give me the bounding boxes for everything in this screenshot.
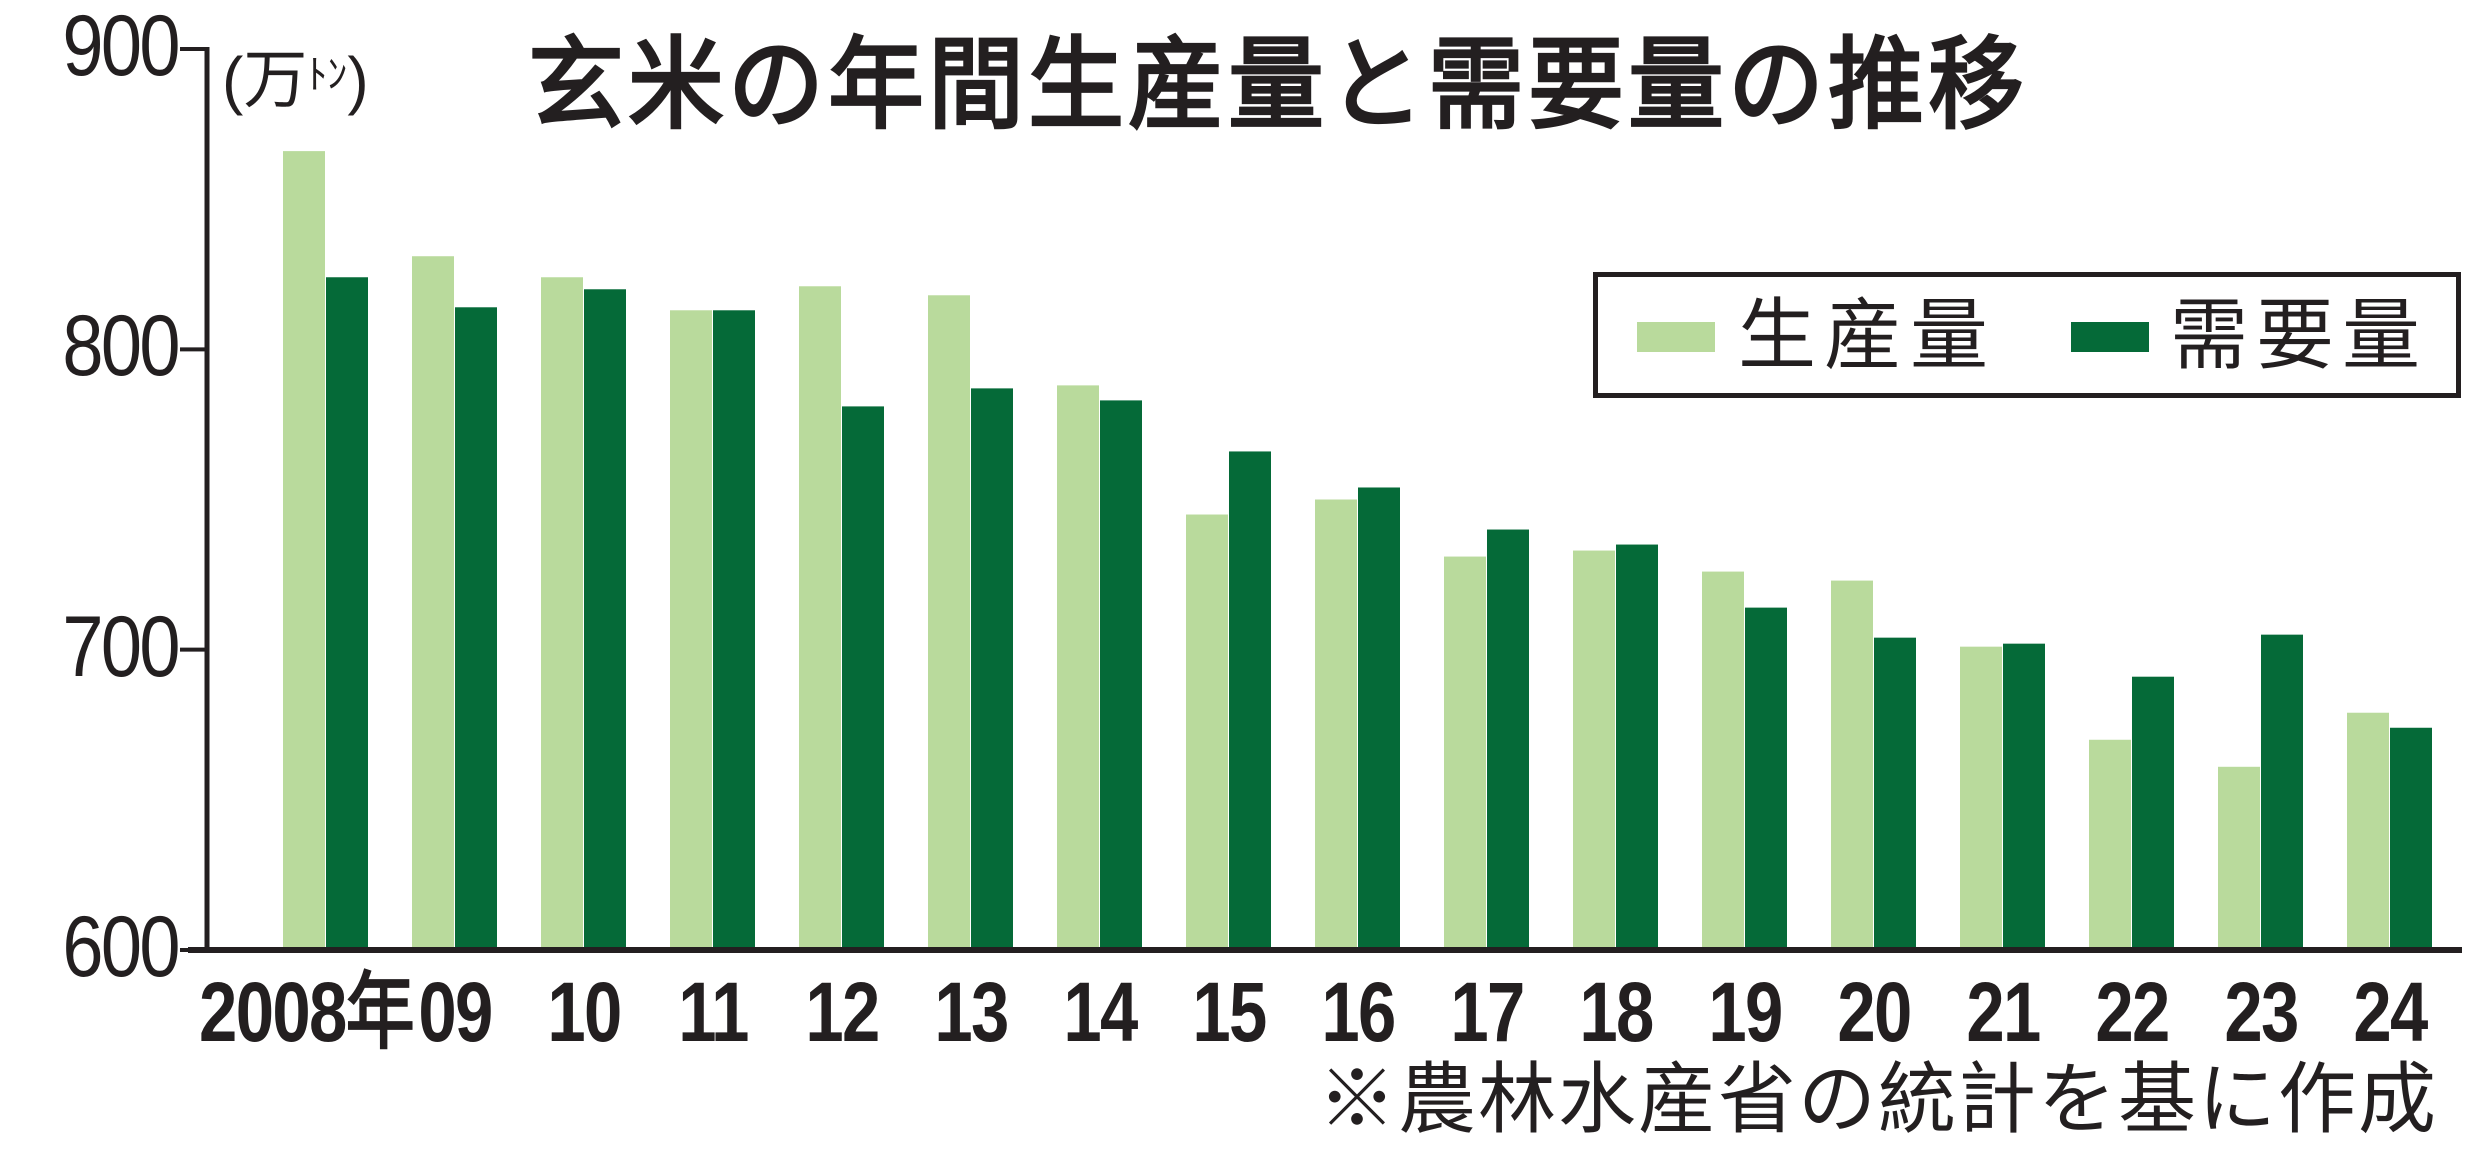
bar-demand xyxy=(1487,529,1529,950)
bar-production xyxy=(541,277,583,951)
unit-small: ﾄﾝ xyxy=(307,53,348,97)
bar-production xyxy=(1315,499,1357,950)
bar-production xyxy=(928,295,970,951)
bar-demand xyxy=(1616,544,1658,950)
y-tick-label: 700 xyxy=(62,598,180,695)
x-tick-label: 19 xyxy=(1707,965,1783,1059)
unit-main: 万 xyxy=(243,44,308,116)
x-tick-label: 17 xyxy=(1449,965,1525,1059)
x-tick-label: 12 xyxy=(804,965,880,1059)
x-tick-label: 22 xyxy=(2094,965,2170,1059)
x-tick-label: 20 xyxy=(1836,965,1912,1059)
bar-production xyxy=(1186,514,1228,950)
bar-demand xyxy=(584,289,626,950)
x-tick-label: 15 xyxy=(1191,965,1267,1059)
x-tick-label: 21 xyxy=(1965,965,2041,1059)
y-tick-label: 600 xyxy=(62,899,180,995)
unit-open-paren: ( xyxy=(222,44,244,116)
bar-demand xyxy=(713,310,755,950)
bar-production xyxy=(670,310,712,950)
bar-demand xyxy=(326,277,368,951)
bar-production xyxy=(1702,571,1744,950)
bar-demand xyxy=(842,406,884,950)
bar-production xyxy=(1831,580,1873,950)
bar-production xyxy=(283,151,325,950)
x-tick-label: 11 xyxy=(677,965,749,1059)
bar-demand xyxy=(1100,400,1142,950)
bar-production xyxy=(799,286,841,951)
legend: 生産量 需要量 xyxy=(1593,272,2461,398)
bar-production xyxy=(1573,550,1615,950)
x-tick-label: 24 xyxy=(2352,965,2428,1059)
bar-demand xyxy=(971,388,1013,950)
bar-production xyxy=(2347,712,2389,950)
bar-demand xyxy=(1229,451,1271,950)
y-tick-label: 800 xyxy=(62,298,180,395)
x-tick-label: 2008年 xyxy=(198,965,415,1059)
bar-demand xyxy=(2003,643,2045,950)
legend-swatch-demand xyxy=(2071,322,2149,352)
bar-demand xyxy=(2261,634,2303,950)
x-tick-label: 13 xyxy=(933,965,1009,1059)
source-footnote: ※農林水産省の統計を基に作成 xyxy=(1318,1055,2439,1145)
bar-production xyxy=(1057,385,1099,951)
x-tick-label: 18 xyxy=(1578,965,1654,1059)
legend-label-production: 生産量 xyxy=(1738,291,1997,381)
bar-demand xyxy=(1745,607,1787,950)
bar-production xyxy=(1444,556,1486,950)
x-tick-label: 16 xyxy=(1320,965,1396,1059)
legend-swatch-production xyxy=(1637,322,1715,352)
bar-demand xyxy=(1874,637,1916,950)
legend-label-demand: 需要量 xyxy=(2170,291,2429,381)
bar-demand xyxy=(2390,727,2432,950)
bar-production xyxy=(2218,766,2260,950)
bar-production xyxy=(1960,646,2002,950)
bar-demand xyxy=(2132,676,2174,950)
bar-demand xyxy=(1358,487,1400,950)
bar-demand xyxy=(455,307,497,951)
x-tick-label: 14 xyxy=(1062,965,1138,1059)
chart-title: 玄米の年間生産量と需要量の推移 xyxy=(528,26,2028,144)
x-tick-label: 10 xyxy=(546,965,622,1059)
x-tick-label: 23 xyxy=(2223,965,2299,1059)
y-axis-unit-label: (万ﾄﾝ) xyxy=(222,30,369,125)
bar-production xyxy=(2089,739,2131,950)
y-tick-label: 900 xyxy=(62,0,180,94)
bar-production xyxy=(412,256,454,951)
x-tick-label: 09 xyxy=(417,965,493,1059)
unit-close-paren: ) xyxy=(347,44,369,116)
